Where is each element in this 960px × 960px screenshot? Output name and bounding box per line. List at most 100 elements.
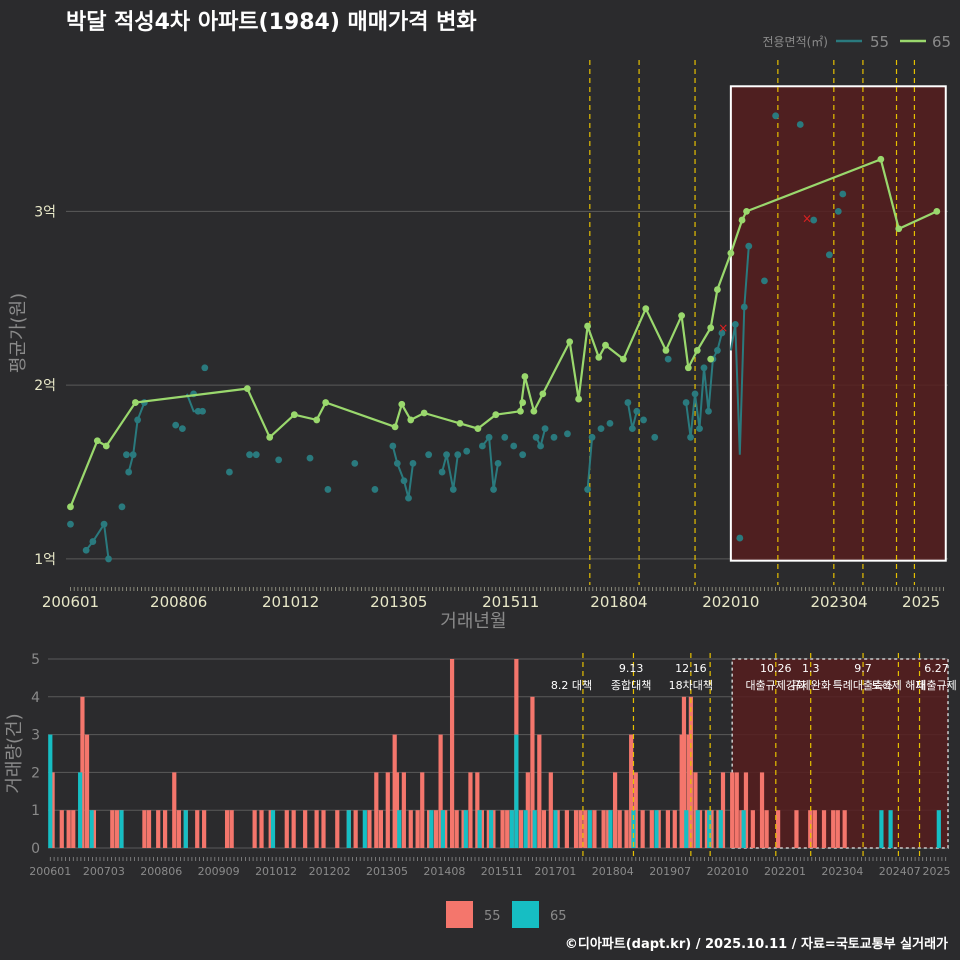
bar-55 — [335, 810, 340, 848]
series-65-point — [595, 353, 603, 361]
bar-55 — [202, 810, 207, 848]
series-55-point — [494, 459, 502, 467]
series-55-point — [179, 425, 186, 433]
bottom-ytick-label: 5 — [31, 652, 40, 668]
policy-label: 대출규제강화 — [745, 679, 806, 692]
top-xtick-label: 201012 — [262, 593, 319, 611]
bar-55 — [649, 810, 654, 848]
bar-65 — [78, 772, 83, 848]
bar-55 — [720, 772, 726, 848]
bar-55 — [479, 810, 485, 848]
series-55-point — [731, 320, 739, 328]
bar-55 — [764, 810, 769, 848]
source-footer: ©디아파트(dapt.kr) / 2025.10.11 / 자료=국토교통부 실… — [564, 937, 948, 952]
series-55-line — [441, 454, 459, 490]
series-55-point — [351, 459, 359, 467]
bar-55 — [252, 810, 257, 848]
series-55-point — [82, 546, 90, 554]
bar-55 — [172, 772, 177, 848]
series-55-point — [400, 477, 408, 485]
series-65-point — [407, 416, 415, 424]
legend-title: 전용면적(㎡) — [762, 35, 828, 49]
series-55-line — [481, 434, 499, 490]
bottom-xtick-marks — [49, 857, 947, 861]
bar-65 — [879, 810, 884, 848]
series-55-point — [67, 520, 74, 528]
policy-label: 1.3 — [802, 662, 820, 675]
bar-65 — [397, 810, 402, 848]
bottom-xtick-label: 200703 — [83, 865, 125, 878]
series-55-point — [745, 242, 753, 250]
series-65-point — [322, 399, 330, 406]
bar-55 — [146, 810, 152, 848]
series-55-point — [409, 459, 417, 467]
series-55-point — [714, 347, 721, 354]
bar-55 — [555, 810, 560, 848]
bar-65 — [514, 734, 519, 848]
bar-65 — [631, 810, 636, 848]
bar-55 — [759, 772, 765, 848]
series-55-point — [810, 216, 818, 224]
bar-55 — [268, 810, 273, 848]
series-55-point — [89, 538, 97, 545]
series-55-point — [825, 251, 833, 259]
bar-55 — [831, 810, 836, 848]
bottom-xtick-label: 201701 — [534, 865, 576, 878]
bar-65 — [654, 810, 659, 848]
series-65-point — [566, 338, 574, 346]
top-xtick-label: 201511 — [482, 593, 539, 611]
series-65-point — [391, 423, 399, 431]
bottom-xtick-label: 202201 — [764, 865, 806, 878]
series-55-point — [425, 451, 433, 459]
series-55-line — [729, 246, 750, 455]
series-65-point — [102, 442, 110, 450]
bar-55 — [665, 810, 670, 848]
series-55-point — [389, 442, 397, 450]
bar-65 — [89, 810, 94, 848]
legend-label-55: 55 — [870, 33, 889, 51]
series-55-point — [246, 451, 253, 459]
series-65-point — [642, 305, 650, 313]
series-55-point — [839, 190, 847, 198]
bar-55 — [500, 810, 505, 848]
legend-label-bar-65: 65 — [550, 909, 567, 924]
bar-55 — [491, 810, 496, 848]
policy-label: 대출규제 — [916, 679, 956, 692]
top-ytick-label: 3억 — [34, 204, 56, 220]
series-55-line — [85, 521, 110, 560]
series-55-point — [100, 520, 108, 528]
bar-55 — [525, 772, 530, 848]
top-xtick-label: 201804 — [590, 593, 647, 611]
series-65-point — [584, 322, 591, 330]
series-55-point — [633, 407, 641, 415]
series-65-point — [420, 409, 428, 417]
series-55-point — [718, 329, 726, 337]
bar-55 — [195, 810, 200, 848]
series-65-point — [67, 503, 74, 511]
bar-55 — [530, 696, 535, 848]
series-65-point — [290, 411, 298, 419]
bar-55 — [640, 810, 645, 848]
series-55-point — [324, 486, 332, 493]
policy-label: 18차대책 — [669, 679, 713, 692]
bar-55 — [156, 810, 161, 848]
series-55-point — [606, 419, 614, 427]
bar-65 — [489, 810, 494, 848]
bar-55 — [385, 772, 390, 848]
bar-55 — [415, 810, 420, 848]
bar-55 — [564, 810, 569, 848]
bottom-xtick-label: 200909 — [198, 865, 240, 878]
bar-55 — [80, 696, 85, 848]
bar-55 — [583, 810, 588, 848]
series-55-point — [463, 447, 471, 455]
series-55-point — [519, 451, 527, 459]
bar-55 — [433, 810, 439, 848]
bar-65 — [532, 810, 537, 848]
bar-65 — [936, 810, 941, 848]
bar-65 — [183, 810, 188, 848]
bar-55 — [612, 772, 618, 848]
bar-55 — [578, 810, 583, 848]
series-55-point — [490, 486, 497, 493]
series-65-point — [131, 399, 139, 406]
bar-55 — [367, 810, 372, 848]
